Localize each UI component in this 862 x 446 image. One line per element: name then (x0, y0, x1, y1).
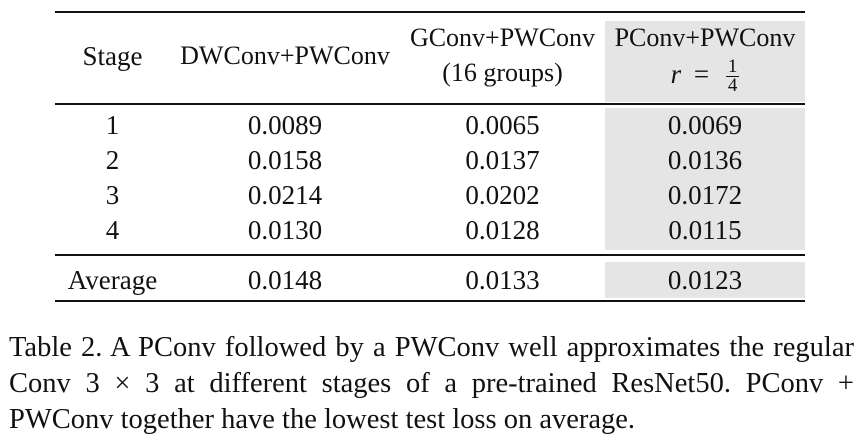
header-rule (55, 103, 805, 105)
stage-cell: 4 (105, 215, 120, 245)
dwconv-cell: 0.0130 (247, 215, 323, 245)
pconv-header-shade (605, 21, 805, 102)
table-caption: Table 2. A PConv followed by a PWConv we… (9, 332, 854, 435)
gconv-cell: 0.0128 (465, 215, 540, 245)
top-rule (55, 11, 805, 13)
gconv-cell: 0.0137 (465, 145, 540, 175)
pconv-cell: 0.0069 (667, 110, 743, 140)
dwconv-cell: 0.0214 (247, 180, 323, 210)
pconv-average: 0.0123 (667, 265, 743, 295)
gconv-cell: 0.0065 (465, 110, 540, 140)
pconv-body-shade (605, 108, 805, 250)
pconv-cell: 0.0115 (668, 215, 742, 245)
dwconv-average: 0.0148 (247, 265, 323, 295)
header-stage: Stage (82, 41, 143, 71)
header-pconv-ratio: r = 1 4 (605, 57, 805, 95)
gconv-cell: 0.0202 (465, 180, 540, 210)
header-pconv-line1: PConv+PWConv (614, 23, 796, 52)
stage-cell: 2 (105, 145, 120, 175)
fraction-denominator: 4 (727, 75, 738, 97)
pconv-average-shade (605, 262, 805, 298)
ratio-symbol: r (670, 59, 682, 89)
pconv-cell: 0.0136 (667, 145, 743, 175)
stage-cell: 3 (105, 180, 120, 210)
ratio-fraction: 1 4 (725, 56, 740, 97)
bottom-rule (55, 300, 805, 302)
header-gconv-line1: GConv+PWConv (409, 23, 596, 52)
header-gconv-line2: (16 groups) (442, 58, 563, 87)
equals-sign: = (693, 59, 710, 89)
dwconv-cell: 0.0089 (247, 110, 323, 140)
pconv-cell: 0.0172 (667, 180, 743, 210)
fraction-numerator: 1 (725, 56, 740, 78)
gconv-average: 0.0133 (465, 265, 540, 295)
mid-rule (55, 254, 805, 256)
header-dwconv: DWConv+PWConv (180, 41, 390, 70)
average-label: Average (67, 265, 158, 295)
stage-cell: 1 (105, 110, 120, 140)
dwconv-cell: 0.0158 (247, 145, 323, 175)
